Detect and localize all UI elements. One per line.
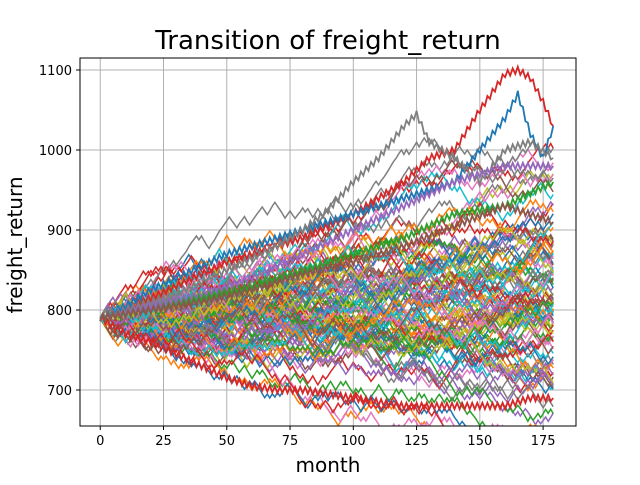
- plot-frame: [79, 57, 577, 427]
- y-tick-label: 1000: [39, 144, 72, 159]
- chart-title: Transition of freight_return: [154, 26, 501, 56]
- plot-area: [99, 63, 555, 426]
- y-tick-label: 700: [47, 384, 72, 399]
- y-axis: 700 800 900 1000 1100: [39, 64, 80, 399]
- series-line: [99, 316, 445, 426]
- series-line-key: [99, 160, 554, 323]
- series-line-key: [99, 63, 554, 323]
- series-line-key: [99, 314, 554, 412]
- y-axis-label: freight_return: [3, 176, 27, 313]
- x-axis-label: month: [296, 453, 361, 477]
- series-line: [99, 253, 554, 353]
- x-tick-label: 150: [467, 434, 492, 449]
- x-tick-label: 100: [341, 434, 366, 449]
- series-line: [99, 296, 554, 358]
- series-line: [99, 226, 554, 329]
- series-line: [99, 317, 467, 426]
- y-tick-label: 1100: [39, 64, 72, 79]
- series-line: [99, 284, 554, 384]
- series-line: [99, 293, 554, 369]
- x-tick-label: 125: [404, 434, 429, 449]
- y-tick-label: 800: [47, 304, 72, 319]
- x-tick-label: 175: [531, 434, 556, 449]
- x-tick-label: 0: [96, 434, 104, 449]
- x-axis: 0 25 50 75 100 125 150 175: [96, 426, 556, 449]
- y-tick-label: 900: [47, 224, 72, 239]
- x-tick-label: 25: [155, 434, 172, 449]
- series-line-key: [99, 90, 555, 322]
- series-line-key: [99, 201, 554, 323]
- series-line-key: [99, 110, 554, 323]
- series-line: [99, 293, 554, 351]
- x-tick-label: 50: [219, 434, 236, 449]
- x-tick-label: 75: [282, 434, 299, 449]
